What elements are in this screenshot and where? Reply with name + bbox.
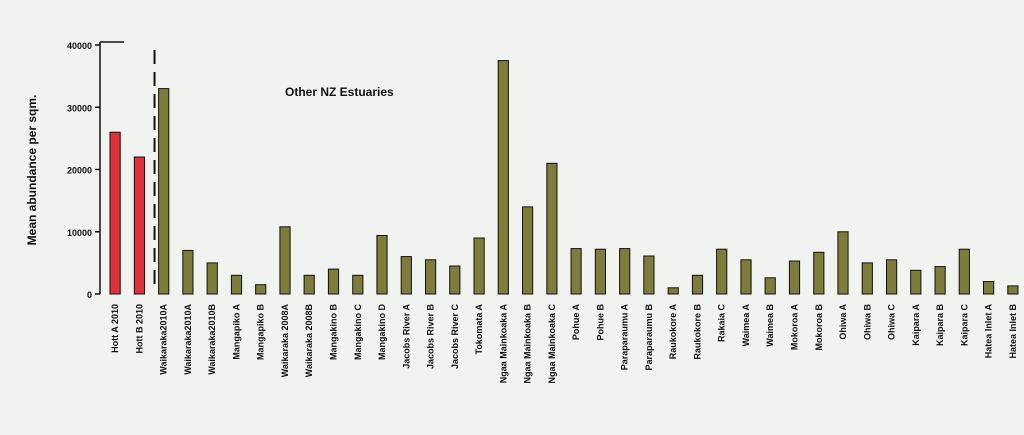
bar-4: [206, 262, 218, 295]
x-tick-label-1: Hott B 2010: [134, 304, 144, 354]
x-tick-label-3: Waikaraka2010A: [183, 304, 193, 375]
x-tick-label-6: Mangapiko B: [256, 304, 266, 361]
bar-9: [327, 268, 340, 295]
bar-10: [352, 274, 364, 295]
bar-32: [886, 259, 898, 295]
bars: [109, 60, 1019, 295]
x-tick-label-36: Hatea Inlet A: [984, 304, 994, 359]
bar-26: [740, 259, 752, 295]
bar-16: [497, 60, 509, 295]
x-tick-label-5: Mangapiko A: [231, 304, 241, 360]
x-tick-label-14: Jacobs River C: [450, 304, 460, 370]
x-tick-label-13: Jacobs River B: [426, 304, 436, 370]
bar-20: [594, 248, 606, 295]
y-tick-label: 0: [87, 290, 92, 300]
x-tick-label-9: Mangakino B: [329, 304, 339, 361]
x-tick-label-12: Jacobs River A: [401, 304, 411, 369]
bar-11: [376, 235, 388, 295]
bar-34: [934, 266, 946, 295]
x-tick-label-22: Paraparaumu B: [644, 304, 654, 371]
x-tick-label-32: Ohiwa C: [887, 304, 897, 341]
x-tick-label-19: Pohue A: [571, 304, 581, 341]
x-tick-label-0: Hott A 2010: [110, 304, 120, 353]
chart-title: Other NZ Estuaries: [285, 85, 394, 99]
x-tick-label-8: Waikaraka 2008B: [304, 304, 314, 378]
x-tick-label-20: Pohue B: [595, 304, 605, 341]
bar-36: [983, 281, 995, 295]
bar-14: [449, 265, 461, 295]
bar-13: [425, 259, 437, 295]
bar-7: [279, 226, 291, 295]
x-tick-label-21: Paraparaumu A: [620, 304, 630, 371]
bar-18: [546, 162, 558, 295]
x-tick-label-11: Mangakino D: [377, 304, 387, 361]
x-tick-label-10: Mangakino C: [353, 304, 363, 361]
x-tick-label-27: Waimea B: [765, 304, 775, 347]
bar-22: [643, 255, 655, 295]
x-tick-labels: Hott A 2010 Hott B 2010 Waikaraka2010A Waik…: [110, 304, 1018, 384]
bar-17: [522, 206, 534, 295]
x-tick-label-33: Kaipara A: [911, 304, 921, 346]
bar-33: [910, 269, 922, 295]
x-tick-label-7: Waikaraka 2008A: [280, 304, 290, 378]
y-tick-label: 30000: [67, 103, 92, 113]
bar-12: [400, 256, 412, 295]
bar-5: [230, 274, 243, 295]
bar-3: [182, 249, 194, 295]
bar-31: [861, 262, 873, 295]
x-tick-label-29: Mokoroa B: [814, 304, 824, 351]
y-tick-label: 20000: [67, 166, 92, 176]
bar-29: [813, 251, 825, 295]
y-axis-label: Mean abundance per sqm.: [25, 95, 39, 246]
bar-19: [570, 248, 582, 295]
bar-28: [788, 260, 801, 295]
bar-23: [667, 287, 679, 295]
bar-37: [1007, 285, 1019, 295]
x-tick-label-4: Waikaraka2010B: [207, 304, 217, 375]
x-tick-label-35: Kaipara C: [959, 304, 969, 347]
bar-30: [837, 231, 849, 295]
bar-35: [958, 248, 970, 295]
bar-0: [109, 131, 121, 295]
bar-2: [158, 88, 170, 295]
x-tick-label-24: Raukokore B: [692, 304, 702, 360]
x-tick-label-31: Ohiwa B: [862, 304, 872, 341]
bar-6: [255, 284, 267, 295]
x-tick-label-30: Ohiwa A: [838, 304, 848, 340]
x-tick-label-28: Mokoroa A: [790, 304, 800, 351]
x-tick-label-37: Hatea Inlet B: [1008, 304, 1018, 359]
x-tick-label-26: Waimea A: [741, 304, 751, 347]
y-tick-label: 40000: [67, 41, 92, 51]
x-tick-label-23: Raukokore A: [668, 304, 678, 360]
x-tick-label-17: Ngaa Mainkoaka B: [523, 304, 533, 384]
bar-15: [473, 237, 485, 295]
bar-21: [619, 248, 631, 295]
bar-8: [303, 274, 315, 295]
axes: 0 10000 20000 30000 40000: [67, 41, 156, 300]
x-tick-label-25: Rakaia C: [717, 304, 727, 343]
bar-24: [691, 274, 704, 295]
bar-27: [764, 277, 776, 295]
x-tick-label-34: Kaipara B: [935, 304, 945, 347]
x-tick-label-18: Ngaa Mainkoaka C: [547, 304, 557, 384]
bar-25: [716, 248, 728, 295]
bar-1: [133, 156, 146, 295]
x-tick-label-16: Ngaa Mainkoaka A: [498, 304, 508, 384]
y-tick-label: 10000: [67, 228, 92, 238]
x-tick-label-2: Waikaraka2010A: [159, 304, 169, 375]
x-tick-label-15: Tokomata A: [474, 304, 484, 355]
